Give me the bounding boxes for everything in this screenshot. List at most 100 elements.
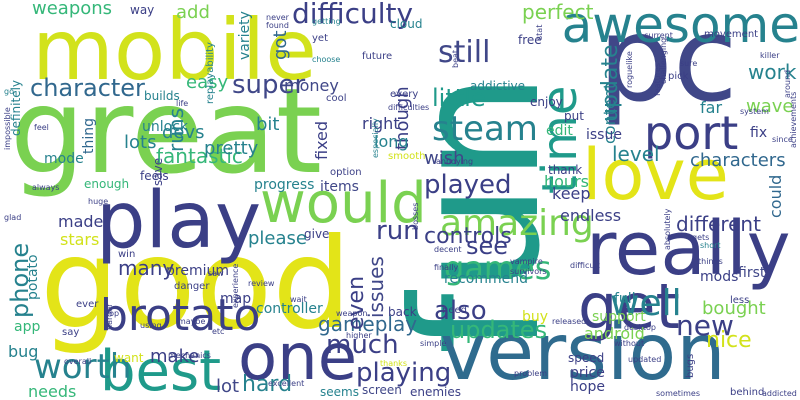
word-character: character: [30, 74, 145, 102]
word-weapon: weapon: [336, 309, 368, 318]
word-stars: stars: [60, 230, 100, 249]
word-life: life: [176, 99, 189, 108]
word-addictive: addictive: [470, 79, 526, 93]
word-choose: choose: [312, 55, 341, 64]
word-released: released: [552, 317, 587, 326]
word-getting: getting: [312, 17, 341, 26]
word-thing: thing: [81, 117, 97, 154]
word-made: made: [58, 212, 104, 231]
word-needs: needs: [28, 382, 77, 400]
word-really: really: [586, 206, 791, 292]
word-enough: enough: [84, 177, 130, 191]
word-version: version: [440, 308, 726, 398]
word-run: run: [376, 216, 420, 246]
word-good: good: [40, 212, 352, 357]
word-app: app: [14, 319, 41, 335]
word-fantastic: fantastic: [156, 144, 243, 168]
word-builds: builds: [144, 89, 180, 103]
word-mechanics: mechanics: [168, 351, 211, 360]
word-would: would: [260, 171, 427, 236]
word-seems: seems: [320, 385, 359, 399]
word-please: please: [248, 228, 307, 249]
word-free: free: [518, 33, 542, 47]
word-smooth: smooth: [388, 151, 426, 162]
word-difficulty: difficulty: [292, 0, 414, 30]
word-beat: beat: [451, 49, 460, 68]
word-right: right: [362, 114, 400, 133]
word-give: give: [304, 227, 330, 241]
word-android: android: [584, 324, 645, 343]
word-experience: experience: [231, 263, 240, 308]
word-fixed: fixed: [312, 120, 331, 160]
word-port: port: [644, 106, 739, 160]
word-great: great: [10, 62, 322, 200]
word-endless: endless: [560, 206, 622, 225]
word-system: system: [740, 107, 769, 116]
word-potato: potato: [25, 254, 41, 300]
word-devs: devs: [162, 122, 205, 143]
word-pc: pc: [598, 0, 738, 128]
word-sure: sure: [680, 59, 698, 68]
word-harder: harder: [105, 303, 114, 330]
word-mods: mods: [700, 269, 739, 285]
word-bug: bug: [8, 342, 39, 361]
word-awesome: awesome: [561, 0, 800, 54]
word-replayability: replayability: [205, 42, 216, 104]
word-top: top: [106, 309, 120, 318]
word-without: without: [614, 339, 645, 348]
word-brotato: brotato: [100, 290, 261, 341]
word-etc: etc: [212, 327, 225, 336]
word-much: much: [326, 330, 399, 360]
word-wave: wave: [746, 96, 794, 117]
word-make: make: [150, 346, 200, 367]
word-problem: problem: [514, 369, 548, 378]
word-controls: controls: [424, 224, 512, 249]
word-lots: lots: [124, 132, 157, 153]
word-simple: simple: [420, 339, 447, 348]
word-keep: keep: [552, 184, 591, 203]
word-many: many: [118, 256, 175, 280]
word-decent: decent: [434, 245, 462, 254]
word-easy: easy: [186, 72, 229, 93]
word-speed: speed: [568, 351, 605, 365]
word-cloud: cloud: [390, 17, 423, 31]
word-hard: hard: [242, 372, 293, 397]
word-always: always: [32, 183, 60, 192]
word-steam: steam: [432, 109, 538, 149]
word-option: option: [330, 167, 362, 178]
word-stat: stat: [535, 24, 544, 40]
word-killer: killer: [760, 51, 780, 60]
word-need: need: [442, 305, 467, 316]
word-roguelike: roguelike: [625, 51, 634, 88]
word-controller: controller: [256, 301, 323, 317]
word-achievements: achievements: [789, 91, 798, 148]
word-vampire: vampire: [510, 257, 543, 266]
word-enjoy: enjoy: [530, 95, 563, 109]
word-pretty: pretty: [204, 138, 259, 159]
word-way: way: [130, 3, 155, 17]
word-wait: wait: [290, 295, 307, 304]
word-progress: progress: [254, 177, 315, 193]
word-one: one: [238, 321, 358, 395]
word-add: add: [176, 2, 210, 23]
word-every: every: [390, 89, 419, 100]
word-first: first: [738, 265, 766, 281]
word-different: different: [676, 212, 761, 236]
word-sometimes: sometimes: [656, 389, 701, 398]
word-feel: feel: [34, 123, 49, 132]
word-gameplay: gameplay: [318, 312, 418, 336]
word-level: level: [612, 142, 660, 166]
word-issue: issue: [586, 127, 622, 143]
word-worth: worth: [34, 347, 132, 387]
word-items: items: [320, 179, 359, 195]
word-work: work: [748, 60, 797, 84]
word-impossible: impossible: [3, 107, 12, 150]
word-price: price: [570, 365, 605, 381]
word-lot: lot: [216, 376, 240, 397]
word-playing: playing: [356, 358, 452, 388]
word-short: short: [700, 241, 721, 250]
word-difficult: difficult: [570, 261, 600, 270]
word-well: well: [610, 283, 682, 324]
word-danger: danger: [174, 281, 210, 292]
